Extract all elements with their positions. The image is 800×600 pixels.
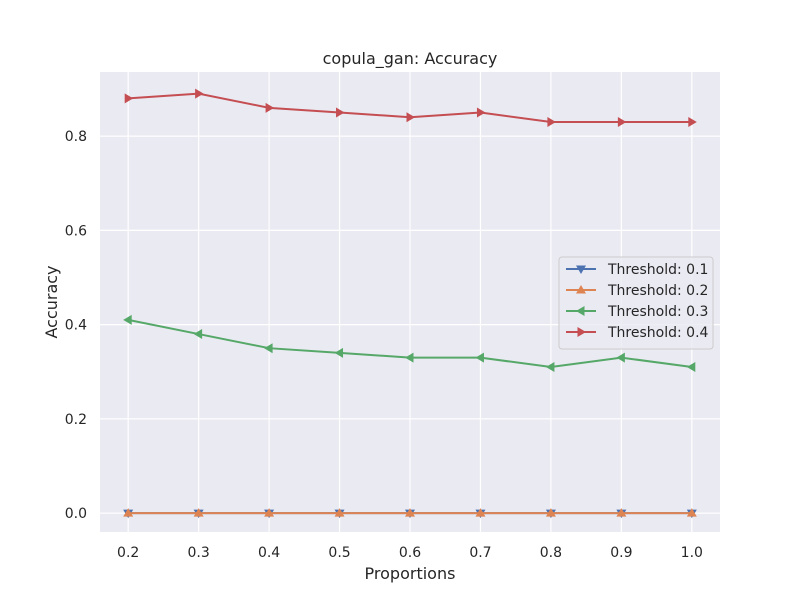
data-point	[475, 508, 486, 517]
legend: Threshold: 0.1 Threshold: 0.2 Threshold: 0…	[558, 256, 714, 350]
x-tick-label: 0.5	[328, 545, 350, 561]
data-point	[547, 116, 556, 127]
data-point	[545, 508, 556, 517]
data-point	[124, 93, 134, 104]
data-point	[476, 107, 486, 118]
legend-marker	[576, 285, 586, 294]
x-tick-labels: 0.2 0.3 0.4 0.5 0.6 0.7 0.8 0.9 1.0	[117, 545, 703, 561]
legend-item: Threshold: 0.4	[566, 325, 709, 341]
legend-marker	[576, 265, 586, 274]
y-tick-label: 0.0	[65, 506, 87, 522]
y-tick-labels: 0.0 0.2 0.4 0.6 0.8	[65, 129, 87, 522]
x-tick-label: 0.3	[188, 545, 210, 561]
legend-label: Threshold: 0.1	[607, 262, 708, 278]
data-point	[616, 352, 625, 363]
x-tick-label: 0.8	[540, 545, 562, 561]
data-point	[405, 508, 415, 517]
legend-label: Threshold: 0.4	[607, 325, 709, 341]
y-tick-label: 0.8	[65, 129, 87, 145]
data-point	[545, 362, 555, 373]
y-tick-label: 0.2	[65, 412, 87, 428]
y-axis-title: Accuracy	[42, 265, 61, 338]
series-threshold-2	[123, 508, 697, 517]
legend-marker	[576, 306, 585, 316]
chart-title: copula_gan: Accuracy	[323, 49, 498, 69]
legend-label: Threshold: 0.2	[607, 283, 708, 299]
legend-item: Threshold: 0.2	[566, 283, 708, 299]
data-point	[264, 343, 273, 354]
data-point	[617, 116, 627, 127]
x-tick-label: 0.4	[258, 545, 280, 561]
data-point	[686, 362, 696, 373]
x-tick-label: 1.0	[681, 545, 703, 561]
x-tick-label: 0.9	[610, 545, 632, 561]
x-tick-label: 0.6	[399, 545, 421, 561]
data-point	[123, 508, 134, 517]
data-point	[616, 508, 627, 517]
series-threshold-4	[124, 88, 697, 127]
legend-marker	[577, 327, 586, 337]
legend-box	[558, 256, 714, 350]
x-tick-label: 0.2	[117, 545, 139, 561]
data-point	[195, 88, 204, 99]
data-point	[686, 508, 697, 517]
series-threshold-3	[123, 314, 696, 373]
data-point	[264, 508, 275, 517]
x-axis-title: Proportions	[365, 564, 456, 583]
data-point	[334, 508, 345, 517]
legend-item: Threshold: 0.3	[566, 304, 708, 320]
data-point	[265, 102, 275, 113]
data-point	[336, 107, 345, 118]
y-tick-label: 0.6	[65, 223, 87, 239]
data-point	[688, 116, 697, 127]
data-point	[406, 112, 415, 123]
data-point	[123, 314, 132, 325]
data-point	[334, 347, 344, 358]
data-point	[405, 352, 414, 363]
data-point	[193, 329, 203, 340]
legend-item: Threshold: 0.1	[566, 262, 708, 278]
y-tick-label: 0.4	[65, 318, 87, 334]
data-point	[193, 508, 204, 517]
series-lines	[123, 88, 697, 519]
legend-label: Threshold: 0.3	[607, 304, 708, 320]
x-tick-label: 0.7	[469, 545, 491, 561]
data-point	[475, 352, 484, 363]
